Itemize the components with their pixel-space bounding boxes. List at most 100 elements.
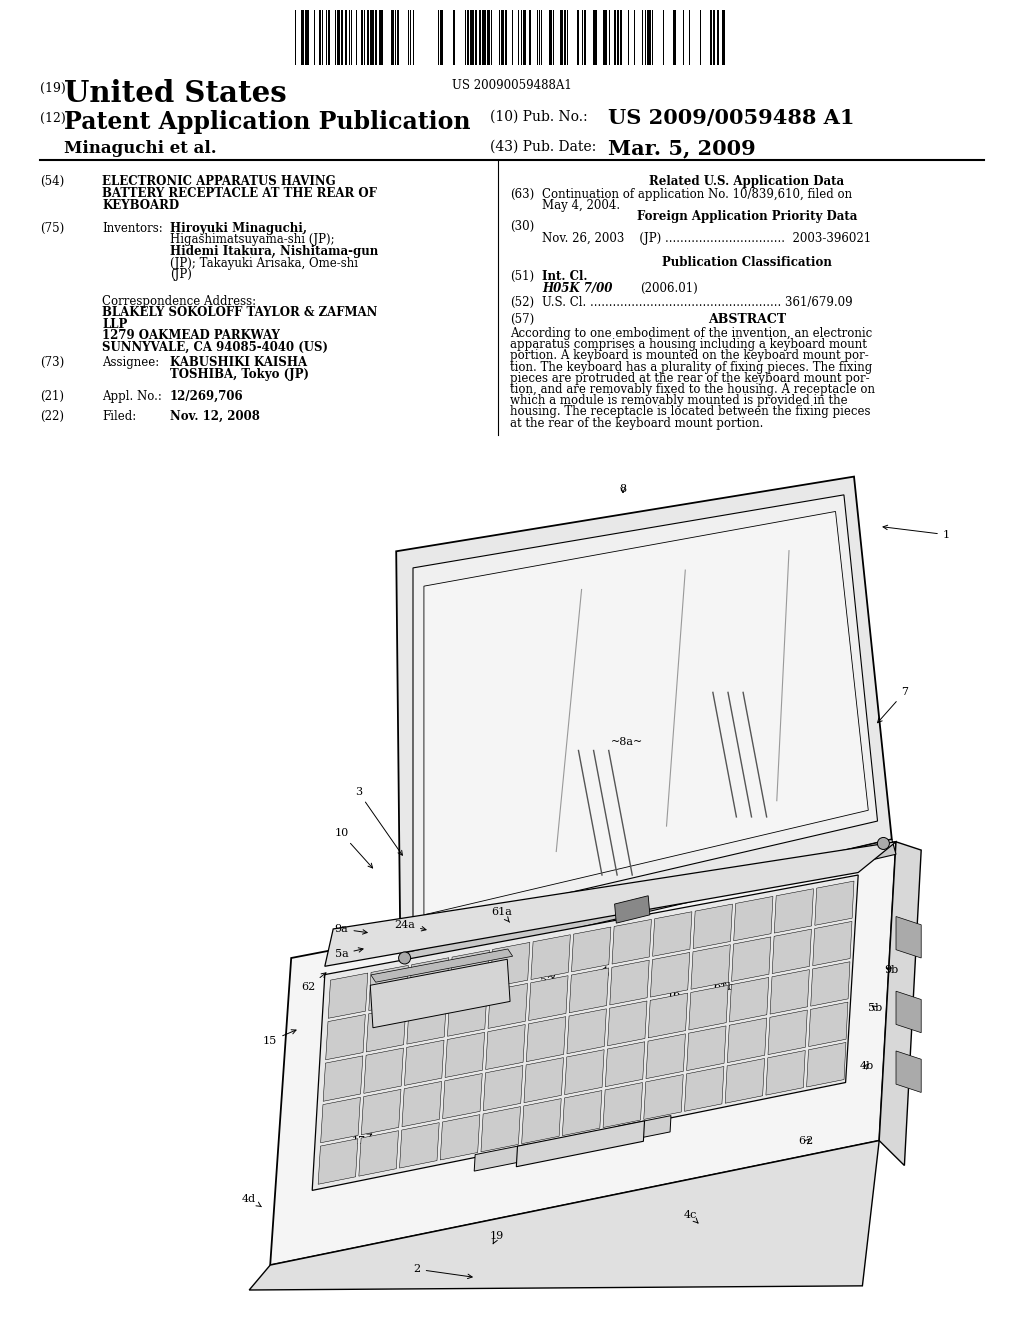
Polygon shape [772, 929, 811, 974]
Text: 4c: 4c [683, 1210, 698, 1224]
Polygon shape [516, 1121, 644, 1167]
Polygon shape [324, 1056, 362, 1101]
Text: 19: 19 [489, 1232, 504, 1243]
Bar [710, 11, 712, 65]
Bar [467, 11, 469, 65]
Text: US 20090059488A1: US 20090059488A1 [453, 79, 571, 92]
Text: Mar. 5, 2009: Mar. 5, 2009 [608, 139, 756, 158]
Bar [505, 11, 507, 65]
Bar [614, 11, 616, 65]
Polygon shape [650, 953, 690, 997]
Text: 1279 OAKMEAD PARKWAY: 1279 OAKMEAD PARKWAY [102, 329, 280, 342]
Polygon shape [605, 1041, 645, 1086]
Text: Publication Classification: Publication Classification [663, 256, 831, 269]
Bar [673, 11, 676, 65]
Polygon shape [731, 937, 771, 981]
Text: Minaguchi et al.: Minaguchi et al. [63, 140, 217, 157]
Bar [479, 11, 481, 65]
Text: (73): (73) [40, 356, 65, 370]
Polygon shape [524, 1057, 563, 1102]
Text: May 4, 2004.: May 4, 2004. [542, 199, 621, 213]
Polygon shape [450, 950, 489, 995]
Text: 7: 7 [878, 688, 908, 723]
Text: (51): (51) [510, 271, 535, 282]
Polygon shape [770, 970, 809, 1014]
Polygon shape [367, 1007, 406, 1052]
Bar [319, 11, 321, 65]
Polygon shape [483, 1065, 523, 1110]
Polygon shape [648, 993, 687, 1038]
Polygon shape [402, 1081, 441, 1127]
Text: Higashimatsuyama-shi (JP);: Higashimatsuyama-shi (JP); [170, 234, 335, 247]
Text: Nov. 12, 2008: Nov. 12, 2008 [170, 411, 260, 422]
Bar [379, 11, 383, 65]
Text: 62: 62 [799, 1135, 817, 1146]
Polygon shape [410, 958, 449, 1003]
Bar [341, 11, 343, 65]
Polygon shape [488, 983, 527, 1028]
Bar [560, 11, 563, 65]
Polygon shape [447, 991, 487, 1036]
Polygon shape [407, 999, 446, 1044]
Polygon shape [249, 1140, 880, 1290]
Text: BLAKELY SOKOLOFF TAYLOR & ZAFMAN: BLAKELY SOKOLOFF TAYLOR & ZAFMAN [102, 306, 378, 319]
Text: Patent Application Publication: Patent Application Publication [63, 110, 470, 135]
Bar [475, 11, 477, 65]
Text: Int. Cl.: Int. Cl. [542, 271, 588, 282]
Polygon shape [564, 1049, 604, 1094]
Text: 5b: 5b [868, 1003, 882, 1012]
Text: (2006.01): (2006.01) [640, 282, 697, 294]
Circle shape [878, 837, 890, 850]
Polygon shape [364, 1048, 403, 1093]
Polygon shape [603, 1082, 642, 1127]
Polygon shape [521, 1098, 561, 1143]
Text: (52): (52) [510, 296, 535, 309]
Text: 12/269,706: 12/269,706 [170, 389, 244, 403]
Polygon shape [396, 477, 892, 954]
Bar [470, 11, 474, 65]
Polygon shape [371, 960, 510, 1028]
Polygon shape [734, 896, 773, 941]
Text: 24b: 24b [784, 979, 806, 993]
Bar [487, 11, 490, 65]
Polygon shape [612, 920, 651, 964]
Text: 4d: 4d [242, 1193, 261, 1206]
Bar [345, 11, 347, 65]
Text: (43) Pub. Date:: (43) Pub. Date: [490, 140, 596, 154]
Polygon shape [807, 1043, 846, 1086]
Polygon shape [562, 1090, 602, 1135]
Polygon shape [413, 495, 878, 929]
Bar [453, 11, 455, 65]
Polygon shape [569, 968, 608, 1012]
Text: at the rear of the keyboard mount portion.: at the rear of the keyboard mount portio… [510, 417, 763, 429]
Polygon shape [490, 942, 529, 987]
Text: 62: 62 [301, 973, 326, 993]
Text: (22): (22) [40, 411, 63, 422]
Bar [564, 11, 566, 65]
Polygon shape [896, 916, 922, 958]
Polygon shape [725, 1059, 765, 1104]
Polygon shape [646, 1034, 685, 1078]
Text: (21): (21) [40, 389, 63, 403]
Text: (54): (54) [40, 176, 65, 187]
Text: 1: 1 [883, 525, 950, 540]
Text: (JP); Takayuki Arisaka, Ome-shi: (JP); Takayuki Arisaka, Ome-shi [170, 256, 358, 269]
Text: Related U.S. Application Data: Related U.S. Application Data [649, 176, 845, 187]
Bar [370, 11, 374, 65]
Bar [361, 11, 362, 65]
Text: (JP): (JP) [170, 268, 191, 281]
Polygon shape [729, 977, 769, 1022]
Polygon shape [326, 1015, 366, 1060]
Polygon shape [442, 1073, 482, 1119]
Bar [397, 11, 399, 65]
Bar [523, 11, 526, 65]
Bar [617, 11, 618, 65]
Bar [577, 11, 579, 65]
Text: Foreign Application Priority Data: Foreign Application Priority Data [637, 210, 857, 223]
Polygon shape [399, 1123, 439, 1168]
Text: housing. The receptacle is located between the fixing pieces: housing. The receptacle is located betwe… [510, 405, 870, 418]
Text: 29: 29 [736, 1005, 754, 1016]
Text: Assignee:: Assignee: [102, 356, 160, 370]
Polygon shape [689, 985, 728, 1030]
Polygon shape [811, 962, 850, 1006]
